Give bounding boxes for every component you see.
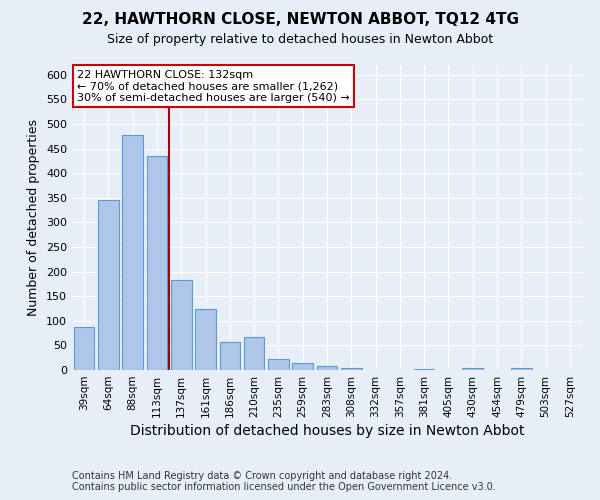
Bar — [463, 368, 483, 370]
Text: Contains HM Land Registry data © Crown copyright and database right 2024.
Contai: Contains HM Land Registry data © Crown c… — [72, 471, 496, 492]
Bar — [220, 342, 240, 370]
Bar — [195, 308, 216, 370]
Bar — [146, 156, 167, 370]
Bar — [511, 368, 532, 370]
Text: 22, HAWTHORN CLOSE, NEWTON ABBOT, TQ12 4TG: 22, HAWTHORN CLOSE, NEWTON ABBOT, TQ12 4… — [82, 12, 518, 28]
Bar — [122, 135, 143, 370]
Bar — [414, 368, 434, 370]
X-axis label: Distribution of detached houses by size in Newton Abbot: Distribution of detached houses by size … — [130, 424, 524, 438]
Bar — [341, 368, 362, 370]
Y-axis label: Number of detached properties: Number of detached properties — [28, 119, 40, 316]
Bar — [244, 336, 265, 370]
Bar — [268, 358, 289, 370]
Bar — [317, 366, 337, 370]
Text: 22 HAWTHORN CLOSE: 132sqm
← 70% of detached houses are smaller (1,262)
30% of se: 22 HAWTHORN CLOSE: 132sqm ← 70% of detac… — [77, 70, 350, 103]
Bar — [98, 200, 119, 370]
Bar — [74, 326, 94, 370]
Text: Size of property relative to detached houses in Newton Abbot: Size of property relative to detached ho… — [107, 32, 493, 46]
Bar — [171, 280, 191, 370]
Bar — [292, 363, 313, 370]
